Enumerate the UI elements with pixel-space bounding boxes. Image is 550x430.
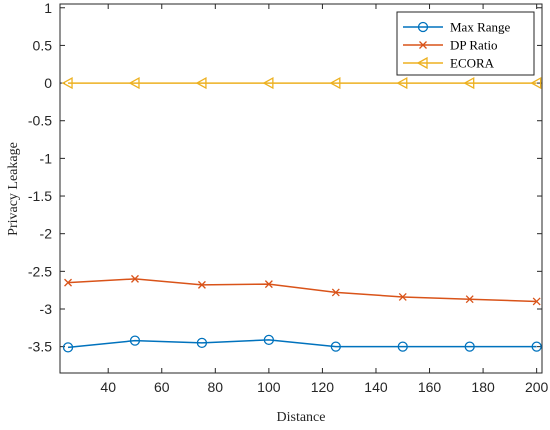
x-axis: 40 60 80 100 120 140 160 180 200 [100,4,549,395]
data-point [263,334,275,346]
data-point [463,76,475,90]
data-point [196,337,208,349]
data-point [64,278,72,287]
y-tick-label: 1 [44,0,52,16]
data-point [397,341,408,352]
x-tick-label: 180 [471,379,495,395]
data-point [61,76,73,90]
series-dp-ratio [64,274,541,306]
data-point [128,76,140,90]
y-tick-label: -0.5 [28,113,52,129]
y-axis: 1 0.5 0 -0.5 -1 -1.5 -2 -2.5 -3 -3.5 [28,0,542,355]
data-point [131,274,139,283]
y-tick-label: -3 [40,301,53,317]
legend: Max Range DP Ratio ECORA [396,11,535,76]
x-axis-label: Distance [277,410,326,425]
y-tick-label: 0.5 [33,37,53,53]
data-point [464,341,475,352]
legend-item: DP Ratio [403,38,498,53]
x-tick-label: 100 [257,379,281,395]
data-point [262,76,274,90]
y-tick-label: -3.5 [28,339,52,355]
series-ecora [61,76,542,90]
data-point [530,76,542,90]
y-tick-label: -2.5 [28,263,52,279]
legend-label: ECORA [450,56,495,71]
series-layer [61,76,542,353]
y-tick-label: -2 [40,226,53,242]
y-tick-label: -1 [40,150,53,166]
y-axis-label: Privacy Leakage [6,142,21,236]
data-point [396,76,408,90]
data-point [531,341,542,352]
data-point [197,280,206,289]
legend-marker [416,56,428,70]
data-point [331,288,340,297]
data-point [264,280,273,289]
y-tick-label: -1.5 [28,188,52,204]
data-point [465,295,474,304]
data-point [62,342,74,353]
x-tick-label: 120 [311,379,335,395]
x-tick-label: 140 [364,379,388,395]
x-tick-label: 40 [100,379,116,395]
x-tick-label: 60 [154,379,170,395]
x-tick-label: 80 [208,379,224,395]
data-point [330,341,341,352]
legend-item: Max Range [403,20,511,35]
series-line [67,278,537,303]
x-tick-label: 160 [418,379,442,395]
y-tick-label: 0 [44,75,52,91]
legend-item: ECORA [403,56,495,71]
data-point [329,76,341,90]
legend-marker [419,41,427,49]
data-point [195,76,207,90]
legend-label: DP Ratio [450,38,498,53]
data-point [532,297,541,306]
x-tick-label: 200 [525,379,549,395]
legend-marker [417,21,429,33]
legend-label: Max Range [450,20,511,35]
data-point [129,335,141,346]
series-max-range [62,334,542,353]
series-line [67,339,537,349]
data-point [398,292,407,301]
